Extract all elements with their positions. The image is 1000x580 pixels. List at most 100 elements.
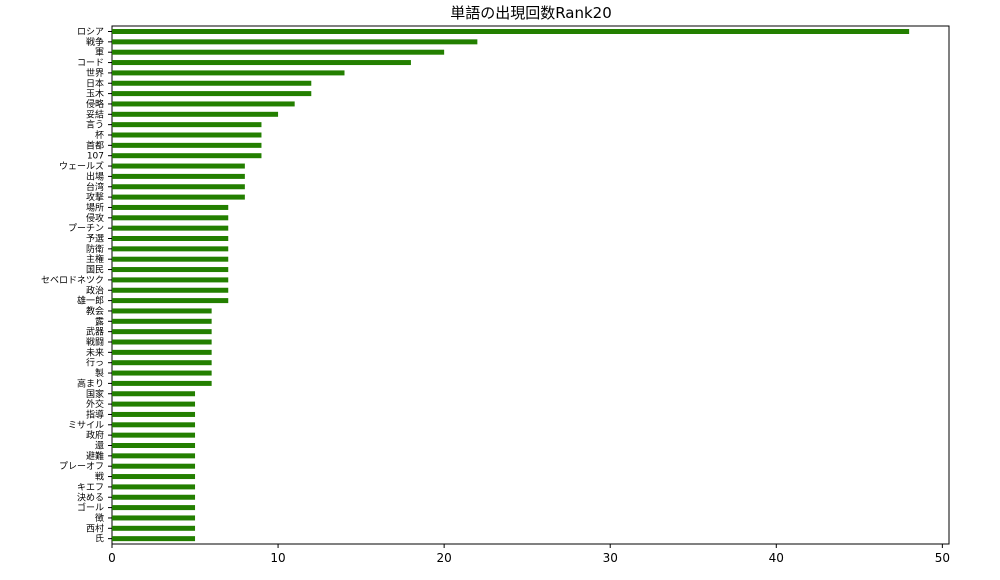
y-tick-label: キエフ (77, 483, 104, 493)
y-tick-label: 政府 (86, 429, 104, 441)
y-tick-label: 西村 (86, 522, 104, 534)
y-tick-label: 侵略 (86, 98, 104, 110)
bar-4 (112, 70, 345, 76)
bar-14 (112, 173, 245, 179)
bar-8 (112, 111, 279, 117)
bar-39 (112, 432, 196, 438)
bar-2 (112, 49, 445, 55)
y-tick-label: 避難 (86, 450, 104, 462)
y-tick-label: 国家 (86, 388, 104, 400)
bar-5 (112, 80, 312, 86)
bar-41 (112, 453, 196, 459)
y-tick-label: 行っ (86, 357, 104, 369)
y-tick-label: 主権 (86, 253, 104, 265)
y-tick-label: 世界 (86, 67, 104, 79)
bar-10 (112, 132, 262, 138)
y-tick-label: 玉木 (86, 88, 104, 100)
bar-3 (112, 60, 411, 66)
y-tick-label: 未来 (86, 346, 104, 358)
y-tick-label: 氏 (95, 534, 104, 545)
y-tick-label: 妥結 (86, 108, 104, 120)
y-tick-label: 高まり (77, 377, 104, 389)
y-tick-label: 予選 (86, 234, 104, 245)
bar-34 (112, 380, 212, 386)
bar-36 (112, 401, 196, 407)
x-tick-label: 20 (437, 551, 452, 565)
x-tick-label: 50 (935, 551, 950, 565)
y-tick-label: 外交 (86, 398, 104, 410)
bar-21 (112, 246, 229, 252)
bar-37 (112, 411, 196, 417)
y-tick-label: 攻撃 (86, 191, 104, 203)
y-tick-label: 防衛 (86, 243, 104, 255)
y-tick-label: 軍 (95, 47, 104, 58)
y-tick-label: セベロドネツク (41, 275, 104, 286)
y-tick-label: 製 (95, 367, 104, 379)
y-tick-label: 国民 (86, 265, 104, 276)
bar-30 (112, 339, 212, 345)
y-tick-label: プレーオフ (59, 461, 104, 472)
chart-title: 単語の出現回数Rank20 (450, 4, 612, 22)
bars-group (112, 29, 910, 542)
y-tick-label: 日本 (86, 77, 104, 89)
y-tick-label: 指導 (86, 408, 104, 420)
y-tick-label: 首都 (86, 139, 104, 151)
y-tick-label: 出場 (86, 170, 104, 182)
y-tick-label: 徴 (95, 512, 104, 524)
bar-7 (112, 101, 295, 107)
bar-35 (112, 391, 196, 397)
y-tick-label: コード (77, 59, 104, 69)
y-tick-label: ウェールズ (59, 160, 104, 172)
bar-1 (112, 39, 478, 45)
plot-frame (111, 25, 950, 545)
bar-23 (112, 267, 229, 273)
x-tick-label: 30 (603, 551, 618, 565)
y-tick-label: プーチン (68, 223, 104, 234)
y-tick-label: 戦 (95, 471, 104, 483)
y-tick-label: ミサイル (68, 420, 104, 431)
bar-16 (112, 194, 245, 200)
y-tick-label: 戦闘 (86, 336, 104, 348)
y-tick-label: 教会 (86, 305, 104, 317)
bar-44 (112, 484, 196, 490)
bar-28 (112, 318, 212, 324)
y-tick-label: 還 (95, 440, 104, 452)
y-tick-label: 杯 (95, 129, 104, 141)
x-tick-label: 40 (769, 551, 784, 565)
bar-43 (112, 474, 196, 480)
y-tick-label: ゴール (77, 502, 104, 514)
bar-26 (112, 298, 229, 304)
bar-45 (112, 494, 196, 500)
bar-24 (112, 277, 229, 283)
bar-31 (112, 349, 212, 355)
bar-46 (112, 505, 196, 511)
x-tick-label: 10 (270, 551, 285, 565)
y-tick-label: 場所 (86, 201, 104, 213)
y-tick-label: 武器 (86, 326, 104, 338)
bar-38 (112, 422, 196, 428)
y-tick-label: 雄一郎 (77, 295, 104, 307)
bar-33 (112, 370, 212, 376)
bar-18 (112, 215, 229, 221)
y-tick-label: 決める (77, 491, 104, 503)
bar-49 (112, 536, 196, 542)
bar-6 (112, 91, 312, 97)
bar-48 (112, 525, 196, 531)
bar-19 (112, 225, 229, 231)
y-tick-label: ロシア (77, 28, 104, 38)
bar-13 (112, 163, 245, 169)
bar-9 (112, 122, 262, 128)
bar-25 (112, 287, 229, 293)
bar-29 (112, 329, 212, 335)
y-tick-label: 台湾 (86, 181, 104, 193)
bar-0 (112, 29, 910, 34)
y-tick-label: 戦争 (86, 36, 104, 48)
bar-47 (112, 515, 196, 521)
y-axis-ticks: ロシア戦争軍コード世界日本玉木侵略妥結言う杯首都107ウェールズ出場台湾攻撃場所… (41, 28, 112, 545)
x-tick-label: 0 (108, 551, 116, 565)
bar-12 (112, 153, 262, 159)
y-tick-label: 侵攻 (86, 212, 104, 224)
bar-17 (112, 204, 229, 210)
y-tick-label: 政治 (86, 284, 104, 296)
